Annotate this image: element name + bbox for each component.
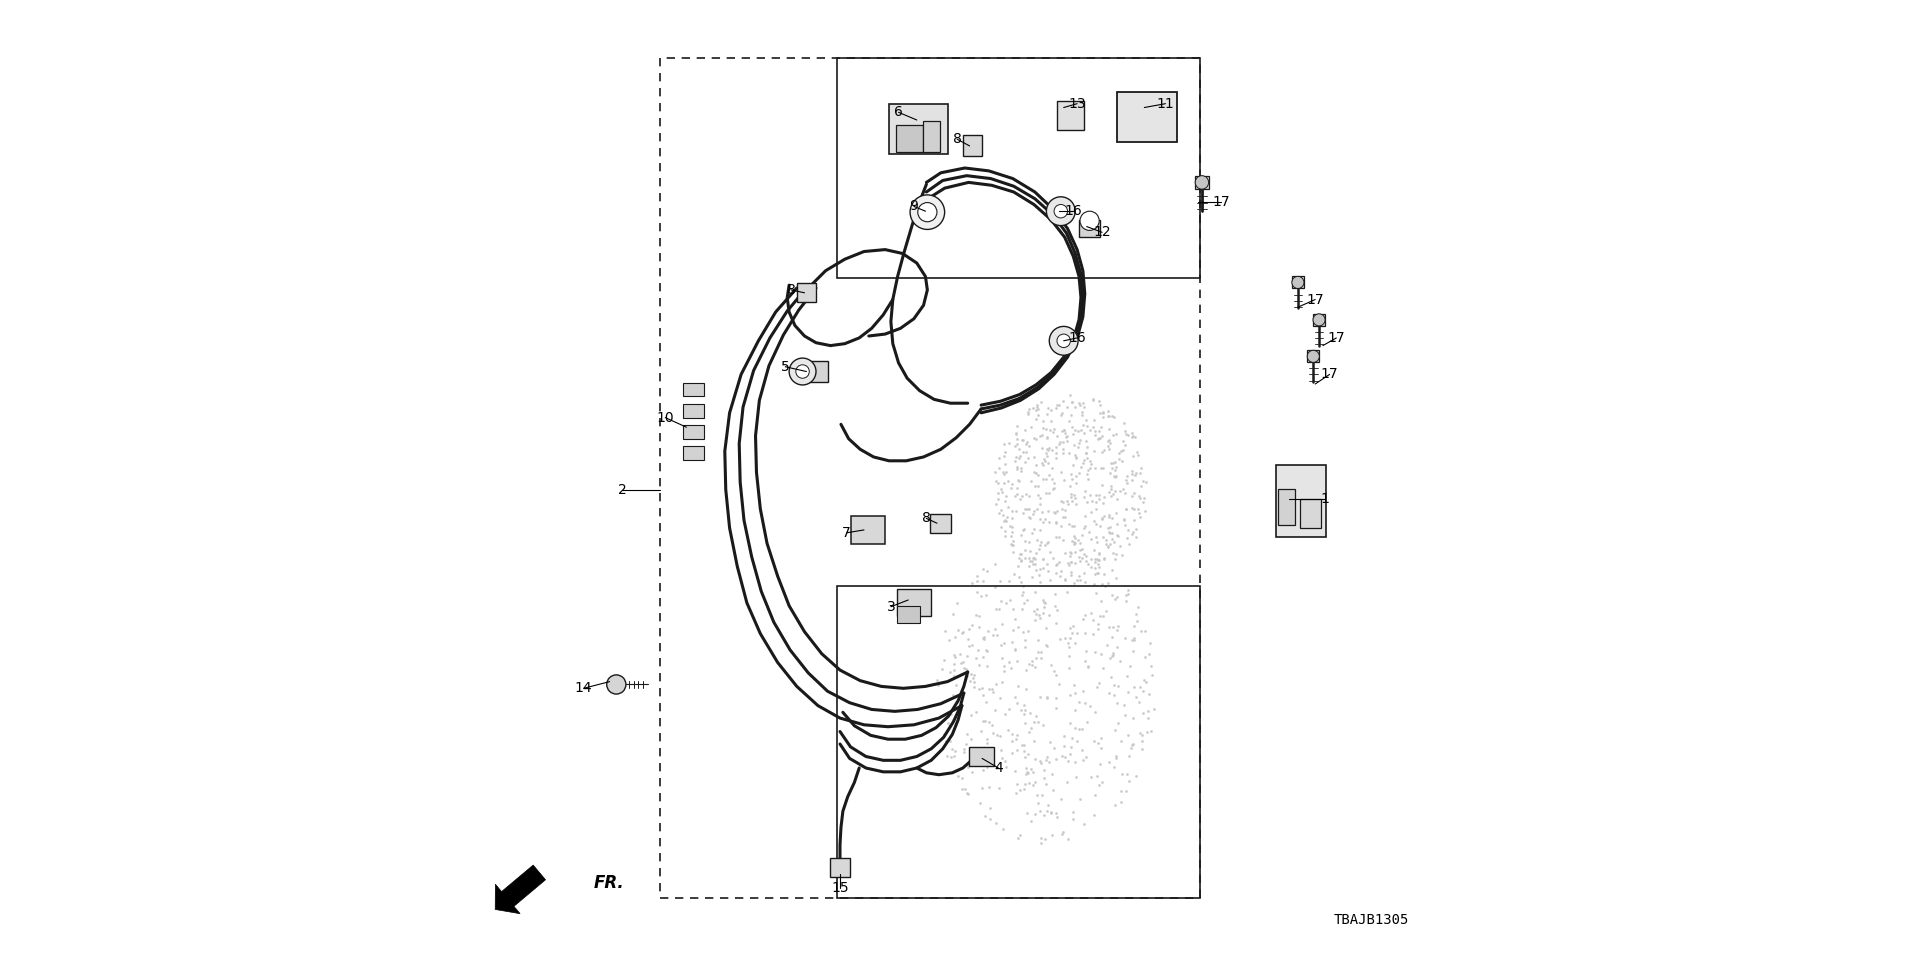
Text: 17: 17 bbox=[1306, 293, 1325, 306]
Circle shape bbox=[1046, 197, 1075, 226]
Bar bbox=[922, 121, 939, 152]
Bar bbox=[684, 446, 703, 460]
Bar bbox=[1194, 176, 1210, 189]
Circle shape bbox=[1054, 204, 1068, 218]
Text: 17: 17 bbox=[1327, 331, 1346, 345]
Text: 2: 2 bbox=[618, 483, 626, 496]
Circle shape bbox=[1292, 276, 1304, 288]
Text: 17: 17 bbox=[1321, 368, 1338, 381]
Text: 8: 8 bbox=[787, 283, 795, 297]
Text: 17: 17 bbox=[1212, 195, 1231, 208]
Bar bbox=[968, 747, 995, 766]
Text: 16: 16 bbox=[1064, 204, 1083, 218]
Text: 9: 9 bbox=[910, 200, 918, 213]
Circle shape bbox=[607, 675, 626, 694]
Bar bbox=[1308, 350, 1319, 362]
Text: 6: 6 bbox=[895, 106, 902, 119]
Circle shape bbox=[1079, 211, 1098, 230]
Text: 14: 14 bbox=[574, 682, 593, 695]
Bar bbox=[962, 135, 983, 156]
Bar bbox=[660, 58, 1200, 898]
Circle shape bbox=[910, 195, 945, 229]
Polygon shape bbox=[495, 865, 545, 914]
Circle shape bbox=[795, 365, 810, 378]
Circle shape bbox=[1048, 326, 1079, 355]
Bar bbox=[837, 58, 1200, 278]
Circle shape bbox=[789, 358, 816, 385]
Bar bbox=[1117, 92, 1177, 142]
Text: 12: 12 bbox=[1092, 226, 1112, 239]
Text: FR.: FR. bbox=[593, 875, 624, 892]
Circle shape bbox=[1308, 350, 1319, 362]
Bar bbox=[929, 514, 952, 533]
Text: 16: 16 bbox=[1068, 331, 1087, 345]
Text: 7: 7 bbox=[843, 526, 851, 540]
Bar bbox=[684, 404, 703, 418]
Bar bbox=[684, 383, 703, 396]
Bar bbox=[837, 586, 1200, 898]
Text: 5: 5 bbox=[781, 360, 789, 373]
Bar bbox=[1279, 489, 1294, 525]
Text: 11: 11 bbox=[1156, 97, 1175, 110]
Bar bbox=[829, 858, 849, 877]
Bar bbox=[801, 361, 828, 382]
Circle shape bbox=[918, 203, 937, 222]
Text: 4: 4 bbox=[995, 761, 1002, 775]
Circle shape bbox=[1056, 334, 1069, 348]
Bar bbox=[897, 589, 931, 616]
Bar bbox=[851, 516, 885, 544]
Text: 10: 10 bbox=[657, 411, 674, 424]
Bar bbox=[1056, 101, 1085, 130]
Bar bbox=[1300, 499, 1321, 528]
Bar bbox=[897, 606, 920, 623]
Bar bbox=[1313, 314, 1325, 325]
Bar bbox=[895, 125, 924, 152]
Text: TBAJB1305: TBAJB1305 bbox=[1334, 913, 1409, 926]
Bar bbox=[1079, 220, 1100, 237]
Bar bbox=[797, 283, 816, 302]
Text: 1: 1 bbox=[1321, 492, 1329, 506]
Text: 8: 8 bbox=[952, 132, 962, 146]
Text: 3: 3 bbox=[887, 600, 895, 613]
Text: 13: 13 bbox=[1068, 97, 1087, 110]
Circle shape bbox=[1313, 314, 1325, 325]
Text: 15: 15 bbox=[831, 881, 849, 895]
Circle shape bbox=[1194, 176, 1210, 189]
Bar bbox=[684, 425, 703, 439]
Bar bbox=[1275, 466, 1325, 538]
Bar bbox=[1292, 276, 1304, 288]
Bar bbox=[889, 104, 948, 154]
Text: 8: 8 bbox=[922, 512, 931, 525]
